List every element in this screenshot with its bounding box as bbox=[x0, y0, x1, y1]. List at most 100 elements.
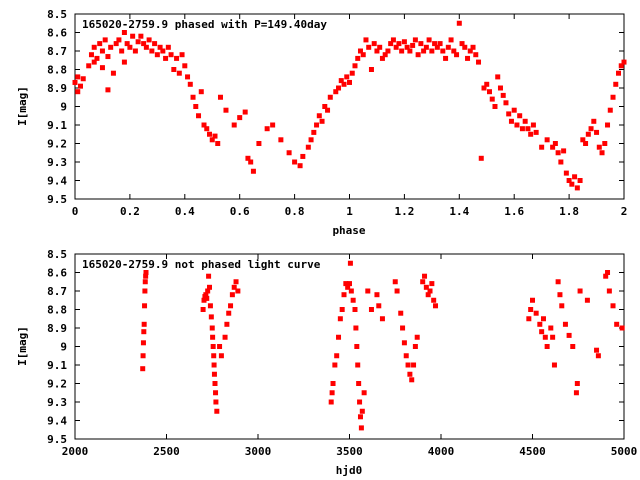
data-point bbox=[550, 144, 556, 150]
data-point bbox=[311, 129, 317, 135]
data-point bbox=[602, 141, 608, 146]
data-point bbox=[555, 150, 561, 156]
data-point bbox=[528, 131, 534, 137]
data-point bbox=[152, 41, 158, 47]
data-point bbox=[105, 87, 111, 93]
data-point bbox=[405, 362, 411, 368]
data-point bbox=[80, 76, 86, 82]
data-point bbox=[476, 59, 482, 65]
data-point bbox=[325, 107, 331, 113]
data-point bbox=[562, 321, 568, 327]
data-point bbox=[415, 52, 421, 58]
data-point bbox=[594, 129, 600, 135]
data-point bbox=[264, 126, 270, 132]
y-tick-label: 8.8 bbox=[47, 304, 67, 317]
data-point bbox=[365, 288, 371, 294]
data-point bbox=[533, 129, 539, 135]
data-point bbox=[207, 303, 213, 309]
y-axis-label: I[mag] bbox=[16, 86, 29, 126]
y-tick-labels: 8.5 8.6 8.7 8.8 8.9 9 9.1 9.2 9.3 9.4 9.5 bbox=[47, 248, 67, 446]
data-point bbox=[433, 303, 439, 309]
data-point bbox=[530, 122, 536, 128]
data-point bbox=[410, 42, 416, 48]
data-point bbox=[193, 104, 199, 109]
x-tick-label: 4500 bbox=[519, 445, 546, 458]
x-tick-label: 1.2 bbox=[394, 205, 414, 218]
data-point bbox=[211, 362, 217, 368]
data-point bbox=[334, 353, 340, 359]
data-point bbox=[588, 126, 594, 132]
data-point bbox=[354, 344, 360, 349]
x-tick-label: 0.6 bbox=[230, 205, 250, 218]
data-point bbox=[607, 107, 613, 113]
data-point bbox=[414, 334, 420, 340]
x-tick-label: 3500 bbox=[336, 445, 363, 458]
data-point bbox=[211, 353, 217, 359]
data-point bbox=[327, 94, 333, 100]
data-point bbox=[141, 321, 147, 327]
x-tick-label: 2 bbox=[621, 205, 628, 218]
data-point bbox=[591, 118, 597, 124]
data-point bbox=[297, 163, 303, 169]
data-point bbox=[203, 292, 209, 298]
data-point bbox=[580, 137, 586, 143]
data-point bbox=[407, 48, 413, 54]
data-point bbox=[201, 122, 207, 128]
data-point bbox=[584, 297, 590, 303]
data-point bbox=[411, 362, 417, 368]
data-point bbox=[563, 170, 569, 176]
data-point bbox=[572, 174, 578, 180]
data-point bbox=[445, 44, 451, 50]
data-point bbox=[489, 96, 495, 102]
data-point bbox=[409, 377, 415, 383]
data-point bbox=[393, 44, 399, 50]
data-point bbox=[182, 63, 188, 69]
data-point bbox=[503, 100, 509, 106]
y-tick-label: 9.1 bbox=[47, 359, 67, 372]
data-point bbox=[619, 325, 625, 331]
phased-light-curve-panel: 165020-2759.9 phased with P=149.40day ph… bbox=[16, 8, 627, 237]
x-tick-label: 0 bbox=[72, 205, 79, 218]
data-point bbox=[143, 270, 149, 275]
data-point bbox=[292, 159, 298, 165]
data-point bbox=[454, 52, 460, 58]
data-point bbox=[207, 284, 213, 290]
data-point bbox=[566, 178, 572, 183]
data-point bbox=[218, 353, 224, 359]
data-point bbox=[426, 37, 432, 43]
data-point bbox=[224, 321, 230, 327]
data-point bbox=[113, 41, 119, 47]
data-point bbox=[217, 94, 223, 100]
data-point bbox=[286, 150, 292, 156]
data-point bbox=[213, 399, 219, 405]
data-point bbox=[231, 122, 237, 128]
data-point bbox=[146, 37, 152, 43]
data-point bbox=[228, 303, 234, 309]
data-point bbox=[456, 20, 462, 26]
data-point bbox=[437, 41, 443, 47]
data-point bbox=[116, 37, 122, 43]
data-point bbox=[211, 371, 217, 377]
data-point bbox=[443, 55, 449, 61]
data-point bbox=[540, 316, 546, 322]
data-point bbox=[350, 297, 356, 303]
data-point bbox=[353, 325, 359, 331]
x-tick-label: 4000 bbox=[428, 445, 455, 458]
data-point bbox=[401, 39, 407, 45]
data-point bbox=[322, 104, 328, 109]
data-point bbox=[305, 144, 311, 150]
data-point bbox=[539, 144, 545, 150]
data-point bbox=[222, 334, 228, 340]
data-point bbox=[610, 303, 616, 309]
data-point bbox=[314, 122, 320, 128]
data-point bbox=[168, 52, 174, 58]
data-point bbox=[462, 44, 468, 50]
data-point bbox=[119, 48, 125, 54]
data-point bbox=[235, 288, 241, 294]
data-point bbox=[347, 281, 352, 287]
data-point bbox=[429, 281, 435, 287]
x-tick-label: 0.8 bbox=[285, 205, 305, 218]
data-point bbox=[574, 185, 580, 191]
data-point bbox=[229, 292, 235, 298]
